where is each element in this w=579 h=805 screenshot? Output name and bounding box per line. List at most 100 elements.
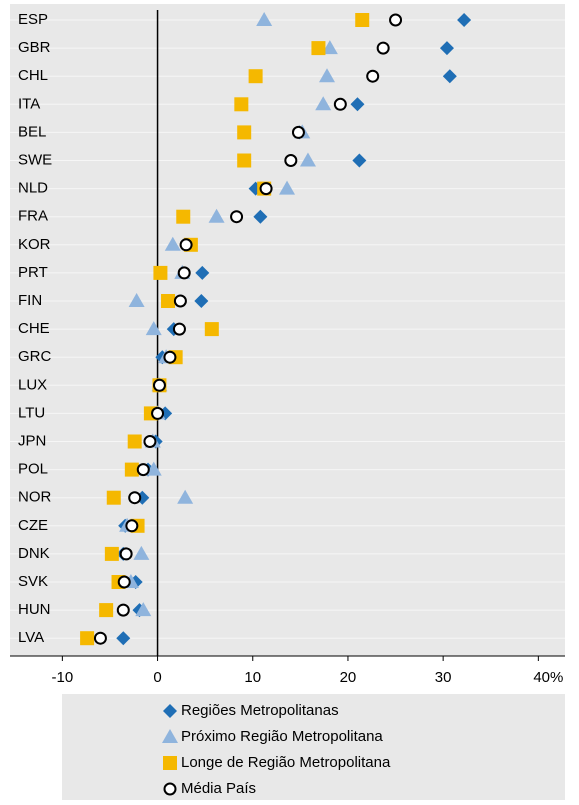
dot-triangle: [299, 152, 316, 167]
y-tick-label: NLD: [18, 180, 48, 197]
dot-square: [176, 209, 191, 224]
dot-triangle: [145, 321, 162, 336]
plot-background: [10, 4, 565, 656]
y-tick-label: GRC: [18, 348, 52, 365]
dot-circle: [366, 69, 380, 83]
dot-circle: [151, 406, 165, 420]
y-tick-label: NOR: [18, 489, 52, 506]
y-tick-label: GBR: [18, 39, 51, 56]
dot-triangle: [279, 180, 296, 195]
legend-label: Longe de Região Metropolitana: [181, 754, 391, 771]
y-tick-label: PRT: [18, 264, 48, 281]
dot-square: [161, 294, 176, 308]
dot-triangle: [164, 236, 181, 251]
dot-circle: [119, 547, 133, 561]
dot-circle: [143, 435, 157, 448]
dot-circle: [172, 322, 186, 336]
y-tick-label: KOR: [18, 236, 51, 253]
dot-diamond: [439, 41, 454, 56]
dot-circle: [179, 238, 193, 252]
y-tick-label: CHL: [18, 67, 48, 84]
y-tick-label: POL: [18, 461, 48, 478]
legend-marker: [163, 756, 177, 770]
legend-marker: [163, 782, 177, 796]
dot-triangle: [128, 293, 145, 307]
dot-diamond: [350, 97, 365, 112]
dot-square: [237, 153, 252, 168]
dot-triangle: [315, 96, 332, 111]
y-tick-label: LTU: [18, 404, 45, 421]
dot-square: [127, 434, 142, 449]
dot-circle: [284, 154, 298, 167]
dot-triangle: [145, 461, 162, 476]
dot-circle: [136, 463, 150, 477]
y-tick-label: LVA: [18, 629, 44, 646]
dot-square: [106, 490, 121, 505]
dot-diamond: [352, 153, 367, 168]
x-tick-label: 0: [153, 669, 161, 686]
y-tick-label: LUX: [18, 376, 47, 393]
dot-square: [153, 265, 168, 280]
y-tick-label: FRA: [18, 208, 48, 225]
y-tick-label: ITA: [18, 95, 40, 112]
dot-square: [104, 546, 119, 561]
dot-diamond: [194, 294, 209, 308]
legend-marker: [163, 704, 177, 718]
dot-square: [237, 125, 252, 140]
dot-circle: [128, 491, 142, 505]
legend-label: Regiões Metropolitanas: [181, 702, 339, 719]
dot-triangle: [256, 12, 273, 26]
dot-triangle: [133, 545, 150, 560]
legend-marker: [162, 729, 178, 743]
dot-square: [355, 13, 370, 27]
dot-triangle: [208, 208, 225, 223]
dot-circle: [389, 13, 403, 27]
dot-circle: [152, 378, 166, 392]
y-tick-label: JPN: [18, 432, 46, 449]
dot-circle: [376, 41, 390, 55]
y-tick-label: HUN: [18, 601, 51, 618]
dot-diamond: [442, 69, 457, 84]
y-tick-label: BEL: [18, 123, 46, 140]
dot-circle: [177, 266, 191, 280]
x-tick-label: 20: [340, 669, 357, 686]
y-tick-label: SWE: [18, 151, 52, 168]
dot-square: [124, 462, 139, 477]
dot-square: [80, 631, 95, 646]
dot-square: [99, 603, 114, 618]
dot-circle: [173, 294, 187, 308]
dot-circle: [291, 125, 305, 139]
dot-diamond: [116, 631, 131, 646]
x-tick-label: -10: [52, 669, 74, 686]
dot-triangle: [135, 602, 152, 617]
dot-square: [234, 97, 249, 112]
dot-circle: [259, 182, 273, 196]
legend-label: Próximo Região Metropolitana: [181, 728, 383, 745]
y-tick-label: CZE: [18, 517, 48, 534]
dot-square: [248, 69, 263, 84]
y-tick-label: SVK: [18, 573, 48, 590]
dot-diamond: [457, 13, 472, 27]
dot-circle: [93, 631, 107, 645]
legend-label: Média País: [181, 780, 256, 797]
dot-diamond: [195, 265, 210, 280]
x-tick-label: 10: [244, 669, 261, 686]
dot-square: [311, 41, 326, 56]
dot-diamond: [253, 209, 268, 224]
y-tick-label: CHE: [18, 320, 50, 337]
y-tick-label: DNK: [18, 545, 50, 562]
legend-background: [62, 694, 565, 800]
y-tick-label: ESP: [18, 11, 48, 28]
dot-triangle: [319, 68, 336, 83]
dot-circle: [125, 519, 139, 533]
dot-triangle: [177, 489, 194, 504]
dot-circle: [333, 97, 347, 111]
dot-circle: [230, 210, 244, 224]
x-tick-label: 40%: [533, 669, 563, 686]
dot-circle: [163, 350, 177, 364]
dot-circle: [117, 575, 131, 589]
dot-square: [204, 322, 219, 337]
dot-triangle: [321, 40, 338, 55]
y-tick-label: FIN: [18, 292, 42, 309]
